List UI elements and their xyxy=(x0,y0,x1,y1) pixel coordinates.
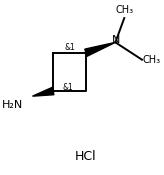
Text: HCl: HCl xyxy=(75,150,97,163)
Text: CH₃: CH₃ xyxy=(115,5,133,15)
Text: &1: &1 xyxy=(62,83,73,92)
Text: &1: &1 xyxy=(65,43,75,52)
Text: CH₃: CH₃ xyxy=(143,55,161,65)
Polygon shape xyxy=(85,42,115,56)
Text: H₂N: H₂N xyxy=(2,100,24,110)
Polygon shape xyxy=(32,87,54,96)
Text: N: N xyxy=(112,35,120,45)
